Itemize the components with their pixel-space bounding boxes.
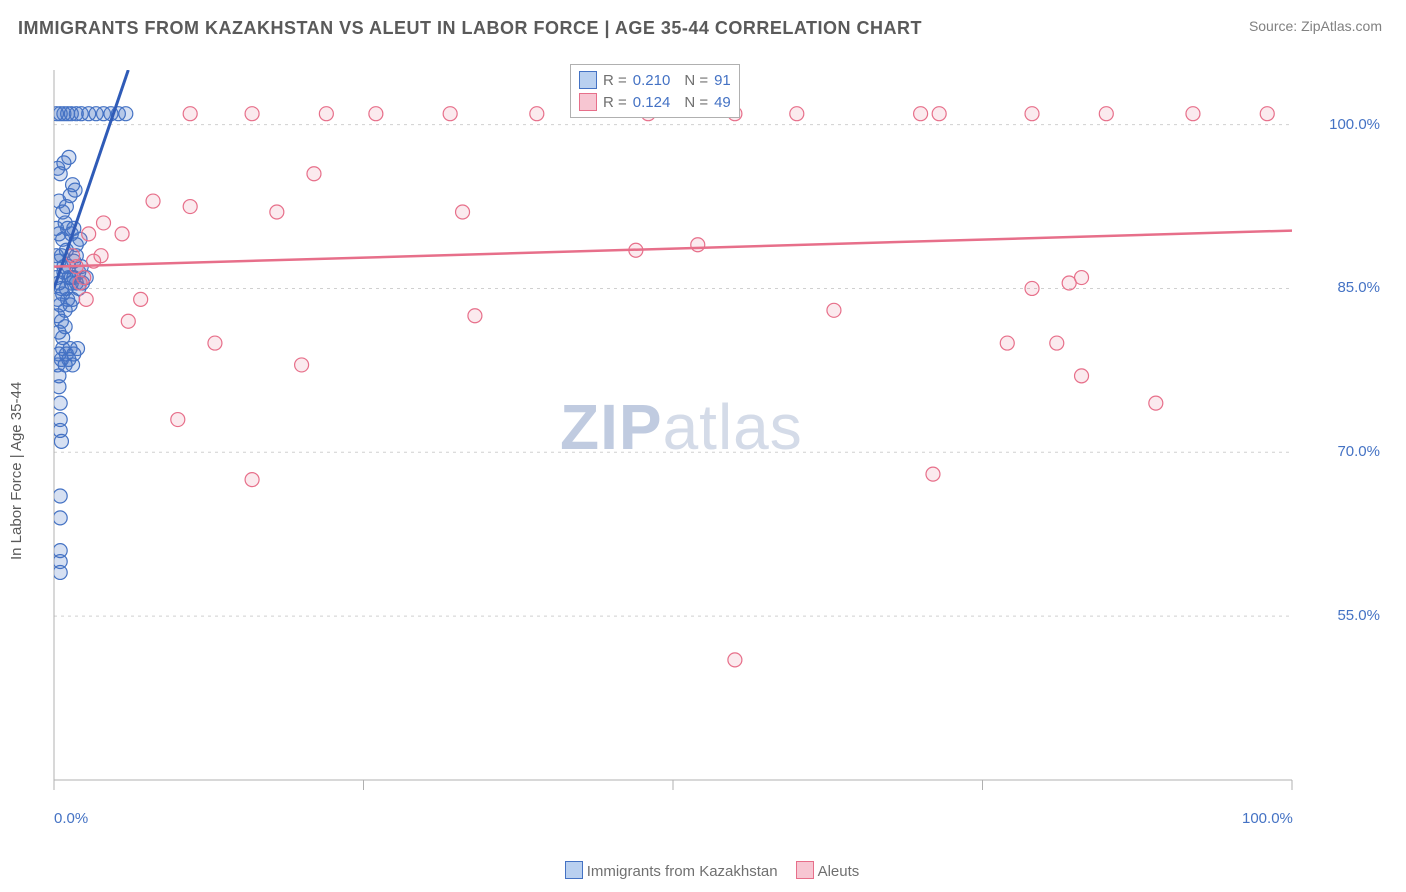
legend-n-label: N = [684, 72, 708, 89]
legend-swatch-icon [796, 861, 814, 879]
legend-n-value: 49 [714, 94, 731, 111]
legend-r-value: 0.210 [633, 72, 671, 89]
legend-stat-row: R = 0.124 N = 49 [579, 91, 731, 113]
legend-swatch-icon [579, 93, 597, 111]
plot-area [52, 60, 1372, 820]
legend-swatch-icon [565, 861, 583, 879]
source-text: Source: ZipAtlas.com [1249, 18, 1382, 34]
legend-n-value: 91 [714, 72, 731, 89]
plot-svg [52, 60, 1372, 820]
y-tick-label: 100.0% [1329, 116, 1380, 133]
x-tick-label: 100.0% [1242, 810, 1293, 827]
legend-stats: R = 0.210 N = 91 R = 0.124 N = 49 [570, 64, 740, 118]
legend-swatch-icon [579, 71, 597, 89]
legend-stat-row: R = 0.210 N = 91 [579, 69, 731, 91]
legend-series-label: Immigrants from Kazakhstan [587, 863, 778, 880]
legend-r-label: R = [603, 72, 627, 89]
x-tick-label: 0.0% [54, 810, 88, 827]
y-tick-label: 85.0% [1337, 279, 1380, 296]
y-tick-label: 55.0% [1337, 607, 1380, 624]
legend-r-label: R = [603, 94, 627, 111]
legend-n-label: N = [684, 94, 708, 111]
legend-series-label: Aleuts [818, 863, 860, 880]
legend-series: Immigrants from Kazakhstan Aleuts [0, 861, 1406, 880]
y-tick-label: 70.0% [1337, 443, 1380, 460]
legend-r-value: 0.124 [633, 94, 671, 111]
y-axis-label: In Labor Force | Age 35-44 [8, 382, 25, 560]
chart-container: IMMIGRANTS FROM KAZAKHSTAN VS ALEUT IN L… [0, 0, 1406, 892]
chart-title: IMMIGRANTS FROM KAZAKHSTAN VS ALEUT IN L… [18, 18, 922, 39]
